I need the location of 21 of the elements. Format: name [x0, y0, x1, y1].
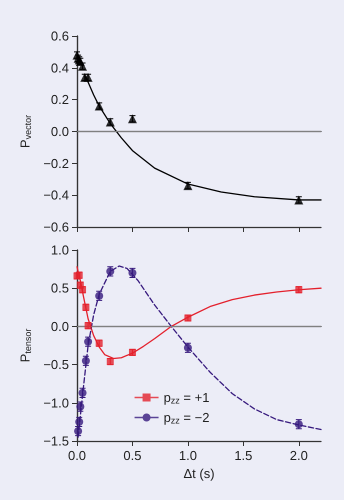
y-tick-label: 0.0: [50, 318, 69, 334]
y-axis-title: Ptensor: [17, 328, 33, 362]
y-tick-label: −1.5: [43, 434, 69, 448]
x-tick-label: 0.0: [68, 448, 86, 463]
y-tick-label: −1.0: [43, 395, 69, 410]
y-tick-label: 0.0: [50, 124, 69, 139]
x-axis-title: Δt (s): [183, 466, 215, 481]
x-tick-label: 0.5: [123, 448, 142, 463]
y-tick-label: 0.2: [50, 92, 69, 108]
y-tick-label: −0.2: [43, 156, 69, 171]
y-tick-label: 0.4: [50, 60, 69, 76]
y-tick-label: 0.6: [50, 28, 69, 44]
y-tick-label: −0.4: [43, 188, 69, 203]
y-tick-label: −0.6: [43, 220, 69, 234]
x-tick-label: 1.5: [234, 448, 252, 463]
y-tick-label: 0.5: [50, 280, 69, 296]
y-axis-title: Pvector: [17, 114, 33, 148]
y-tick-label: 1.0: [50, 242, 69, 258]
y-tick-label: −0.5: [43, 357, 69, 372]
x-tick-label: 2.0: [290, 448, 308, 463]
x-tick-label: 1.0: [178, 448, 197, 463]
